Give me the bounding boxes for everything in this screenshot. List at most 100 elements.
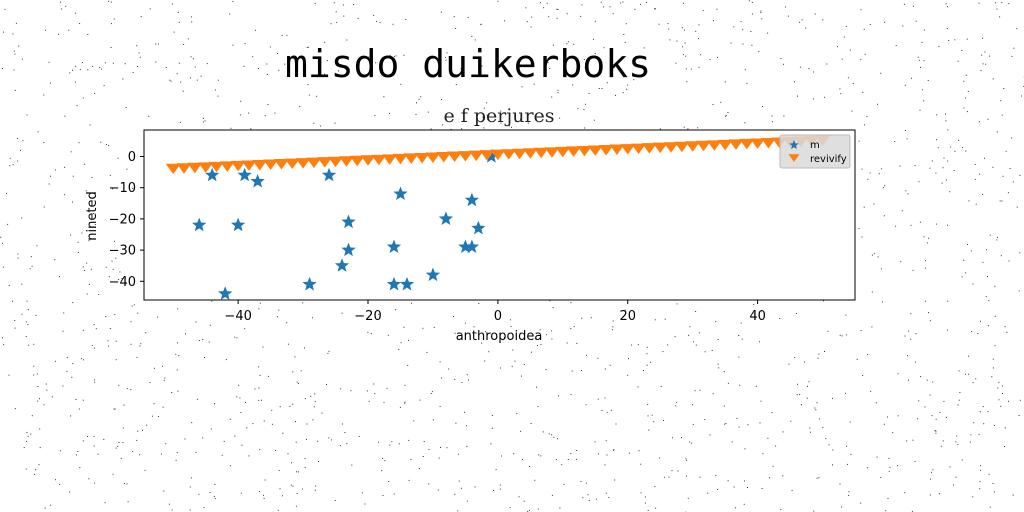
noise-dot (468, 379, 469, 381)
noise-dot (81, 232, 83, 234)
noise-dot (816, 402, 818, 404)
legend: m revivify (779, 134, 851, 169)
noise-dot (653, 421, 655, 423)
noise-dot (731, 441, 733, 443)
noise-dot (442, 124, 444, 126)
noise-dot (593, 119, 595, 121)
noise-dot (514, 360, 516, 362)
noise-dot (917, 418, 919, 420)
noise-dot (911, 77, 912, 79)
noise-dot (315, 485, 317, 487)
noise-dot (961, 276, 963, 278)
noise-dot (935, 418, 937, 420)
noise-dot (548, 433, 550, 435)
noise-dot (923, 29, 925, 31)
noise-dot (184, 438, 186, 440)
noise-dot (702, 10, 704, 12)
noise-dot (947, 329, 949, 331)
noise-dot (266, 73, 268, 75)
noise-dot (654, 486, 656, 487)
noise-dot (1016, 28, 1018, 30)
noise-dot (91, 345, 93, 346)
noise-dot (920, 66, 921, 68)
noise-dot (954, 150, 956, 152)
noise-dot (695, 311, 697, 312)
point-star (250, 173, 265, 188)
point-triangle (198, 162, 214, 173)
noise-dot (979, 411, 981, 413)
noise-dot (179, 121, 181, 123)
noise-dot (958, 399, 960, 401)
noise-dot (646, 353, 648, 355)
noise-dot (523, 364, 525, 365)
noise-dot (59, 450, 61, 452)
noise-dot (920, 376, 922, 378)
noise-dot (258, 491, 260, 492)
noise-dot (534, 479, 536, 481)
noise-dot (446, 447, 448, 449)
noise-dot (1019, 399, 1021, 401)
noise-dot (999, 200, 1001, 202)
noise-dot (33, 343, 35, 345)
noise-dot (982, 193, 984, 195)
noise-dot (304, 458, 306, 460)
noise-dot (21, 313, 23, 315)
legend-label-revivify: revivify (810, 154, 847, 165)
noise-dot (314, 401, 316, 402)
noise-dot (131, 305, 133, 307)
noise-dot (691, 442, 693, 444)
noise-dot (483, 127, 485, 129)
point-triangle (447, 151, 463, 163)
noise-dot (387, 334, 389, 336)
noise-dot (682, 2, 684, 4)
noise-dot (48, 61, 50, 63)
noise-dot (594, 20, 596, 22)
noise-dot (308, 94, 310, 96)
noise-dot (111, 23, 112, 25)
noise-dot (796, 394, 798, 396)
noise-dot (445, 59, 447, 61)
noise-dot (358, 435, 360, 437)
noise-dot (25, 321, 27, 323)
noise-dot (932, 381, 934, 383)
noise-dot (296, 471, 298, 473)
point-triangle (328, 156, 344, 168)
noise-dot (460, 68, 462, 70)
noise-dot (26, 441, 28, 442)
noise-dot (570, 394, 572, 396)
noise-dot (453, 16, 455, 18)
noise-dot (240, 100, 242, 102)
noise-dot (885, 510, 887, 512)
noise-dot (845, 314, 847, 316)
noise-dot (33, 365, 35, 367)
noise-dot (801, 19, 803, 21)
noise-dot (31, 265, 33, 267)
noise-dot (779, 318, 781, 319)
noise-dot (924, 406, 926, 408)
noise-dot (1019, 252, 1021, 254)
noise-dot (88, 478, 90, 480)
point-star (464, 239, 480, 254)
noise-dot (991, 376, 993, 378)
noise-dot (191, 422, 193, 424)
noise-dot (516, 413, 518, 415)
noise-dot (980, 469, 981, 471)
noise-dot (841, 58, 843, 60)
noise-dot (940, 445, 942, 447)
noise-dot (130, 343, 132, 345)
noise-dot (108, 0, 110, 2)
noise-dot (115, 447, 117, 449)
x-tick-label: 20 (619, 309, 636, 324)
noise-dot (738, 426, 740, 428)
noise-dot (244, 43, 246, 45)
noise-dot (832, 464, 833, 466)
noise-dot (130, 389, 132, 391)
noise-dot (918, 400, 920, 402)
noise-dot (480, 24, 482, 26)
noise-dot (105, 266, 107, 268)
noise-dot (1001, 2, 1003, 4)
noise-dot (809, 427, 811, 429)
noise-dot (663, 420, 664, 421)
noise-dot (918, 181, 920, 183)
noise-dot (286, 34, 288, 36)
